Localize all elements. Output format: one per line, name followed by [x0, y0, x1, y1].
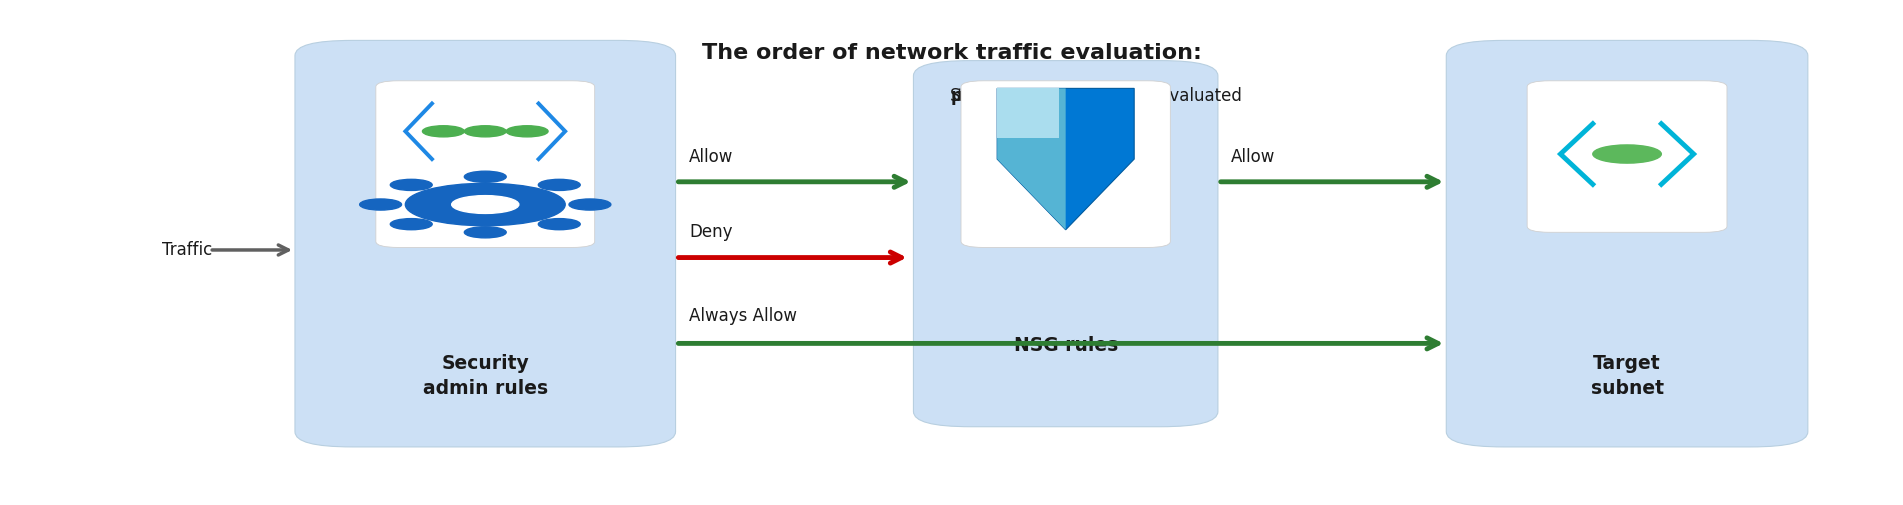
- Circle shape: [451, 195, 520, 214]
- Text: The order of network traffic evaluation:: The order of network traffic evaluation:: [702, 43, 1201, 63]
- FancyBboxPatch shape: [377, 81, 594, 247]
- Circle shape: [422, 126, 464, 137]
- Circle shape: [405, 183, 565, 226]
- Circle shape: [506, 126, 548, 137]
- Circle shape: [464, 227, 506, 238]
- Polygon shape: [997, 88, 1134, 230]
- Text: Traffic: Traffic: [162, 241, 211, 259]
- Circle shape: [360, 199, 402, 210]
- Circle shape: [569, 199, 611, 210]
- Text: Allow: Allow: [689, 147, 733, 166]
- Text: NSG rules: NSG rules: [1014, 336, 1117, 356]
- FancyBboxPatch shape: [1526, 81, 1726, 232]
- Circle shape: [539, 179, 580, 190]
- Text: Target
subnet: Target subnet: [1591, 354, 1663, 398]
- Text: Security
admin rules: Security admin rules: [422, 354, 548, 398]
- FancyBboxPatch shape: [1446, 40, 1808, 447]
- Circle shape: [390, 179, 432, 190]
- Text: Always Allow: Always Allow: [689, 307, 797, 325]
- Circle shape: [1593, 145, 1661, 163]
- Text: Security admin rules are evaluated: Security admin rules are evaluated: [950, 87, 1246, 105]
- Circle shape: [390, 219, 432, 230]
- Text: Allow: Allow: [1231, 147, 1275, 166]
- Circle shape: [539, 219, 580, 230]
- FancyBboxPatch shape: [913, 61, 1218, 427]
- FancyBboxPatch shape: [295, 40, 676, 447]
- Circle shape: [464, 171, 506, 182]
- Text: Deny: Deny: [689, 223, 733, 241]
- FancyBboxPatch shape: [961, 81, 1170, 247]
- Polygon shape: [997, 88, 1066, 230]
- Text: to NSG rules: to NSG rules: [952, 87, 1062, 105]
- Text: prior: prior: [952, 87, 997, 105]
- Polygon shape: [997, 88, 1058, 138]
- Circle shape: [464, 126, 506, 137]
